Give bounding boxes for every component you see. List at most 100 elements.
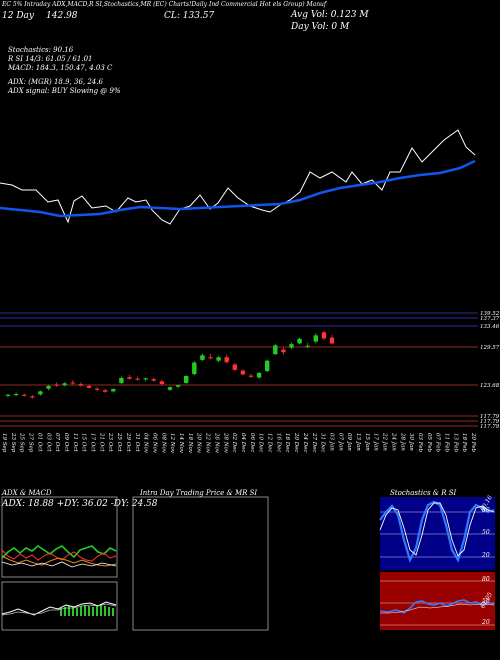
candle-body bbox=[256, 372, 262, 378]
candle-body bbox=[208, 357, 213, 359]
stochastics-panel-title: Stochastics & R SI bbox=[390, 489, 457, 497]
mr-panel-title: Intra Day Trading Price & MR SI bbox=[140, 489, 258, 497]
x-axis-label: 20 Dec bbox=[293, 432, 299, 453]
x-axis-label: 02 Dec bbox=[231, 433, 237, 453]
rsi-readout: R SI 14/3: 61.05 / 61.01 bbox=[8, 55, 93, 63]
x-axis-label: 22 Nov bbox=[205, 432, 211, 454]
price-level-label: 133.46 bbox=[480, 324, 500, 330]
rsi-line bbox=[379, 599, 495, 614]
rsi-level-50: 50 bbox=[482, 598, 490, 605]
x-axis-label: 17 Jan bbox=[373, 433, 379, 451]
x-axis-label: 08 Nov bbox=[160, 433, 166, 454]
x-axis-label: 03 Jan bbox=[328, 433, 334, 451]
day-volume-label: Day Vol: 0 M bbox=[291, 22, 350, 32]
x-axis-label: 26 Nov bbox=[213, 432, 219, 454]
candle-body bbox=[127, 377, 132, 379]
candle-body bbox=[329, 337, 335, 344]
x-axis-label: 24 Jan bbox=[390, 432, 396, 451]
rsi-value-label: 61.05 bbox=[479, 591, 494, 610]
x-axis-label: 21 Oct bbox=[98, 432, 104, 452]
price-level-label: 117.79 bbox=[480, 419, 500, 425]
x-axis-label: 15 Jan bbox=[364, 433, 370, 451]
candle-body bbox=[313, 335, 318, 342]
candle-body bbox=[151, 379, 156, 381]
candle-body bbox=[70, 382, 75, 384]
candle-body bbox=[103, 390, 108, 392]
x-axis-label: 05 Feb bbox=[426, 433, 432, 453]
candle-body bbox=[184, 376, 189, 383]
x-axis-label: 09 Oct bbox=[63, 433, 69, 452]
adx-panel bbox=[1, 496, 118, 578]
candle-body bbox=[273, 345, 278, 355]
price-level-label: 123.68 bbox=[480, 383, 500, 389]
stoch-level-50: 50 bbox=[482, 529, 490, 536]
x-axis-label: 09 Jan bbox=[346, 433, 352, 451]
x-axis-label: 20 Feb bbox=[470, 432, 476, 453]
x-axis-label: 12 Dec bbox=[267, 433, 273, 453]
candle-body bbox=[289, 344, 294, 348]
candle-body bbox=[62, 383, 67, 386]
candle-body bbox=[232, 364, 237, 370]
candle-body bbox=[159, 381, 165, 385]
price-chart: 139.52137.37133.46129.57123.68117.79117.… bbox=[0, 129, 500, 454]
candle-body bbox=[38, 391, 43, 395]
x-axis-label: 19 Sep bbox=[1, 433, 7, 453]
adx-minus-line bbox=[1, 549, 117, 562]
stoch-level-80: 80 bbox=[482, 507, 490, 514]
macd-line bbox=[1, 601, 117, 616]
candle-body bbox=[297, 338, 302, 344]
chart-header-title: EC 5% Intraday ADX,MACD,R SI,Stochastics… bbox=[2, 1, 327, 8]
x-axis-label: 17 Oct bbox=[90, 433, 96, 452]
adx-panel-values: ADX: 18.88 +DY: 36.02 -DY: 24.58 bbox=[2, 499, 158, 509]
adx-readout: ADX: (MGR) 18.9, 36, 24.6 bbox=[8, 78, 103, 86]
adx-panel-title: ADX & MACD bbox=[2, 489, 52, 497]
candle-body bbox=[281, 349, 286, 353]
candle-body bbox=[13, 394, 19, 396]
x-axis-label: 22 Jan bbox=[382, 432, 388, 451]
macd-signal-line bbox=[1, 603, 117, 616]
x-axis-label: 11 Oct bbox=[72, 433, 78, 452]
x-axis-label: 04 Dec bbox=[240, 433, 246, 453]
candle-body bbox=[46, 385, 51, 389]
candle-body bbox=[119, 377, 124, 383]
x-axis-label: 03 Feb bbox=[417, 433, 423, 453]
x-axis-label: 23 Oct bbox=[107, 432, 113, 452]
x-axis-label: 24 Dec bbox=[302, 432, 308, 453]
adx-signal-readout: ADX signal: BUY Slowing @ 9% bbox=[8, 87, 121, 95]
candle-body bbox=[321, 332, 327, 339]
candle-body bbox=[86, 385, 92, 388]
stochastics-k-line bbox=[379, 500, 495, 563]
x-axis-label: 13 Jan bbox=[355, 433, 361, 451]
x-axis-label: 11 Feb bbox=[444, 433, 450, 453]
x-axis-label: 06 Nov bbox=[151, 433, 157, 454]
x-axis-label: 03 Oct bbox=[45, 433, 51, 452]
candle-body bbox=[54, 384, 59, 386]
x-axis-label: 04 Nov bbox=[143, 433, 149, 454]
x-axis-label: 07 Oct bbox=[54, 433, 60, 452]
stochastics-d-line bbox=[379, 502, 495, 557]
stochastics-panel bbox=[380, 497, 495, 570]
x-axis-label: 16 Dec bbox=[275, 433, 281, 453]
x-axis-label: 29 Oct bbox=[125, 432, 131, 452]
candle-body bbox=[224, 357, 229, 363]
x-axis-label: 31 Oct bbox=[134, 433, 140, 452]
adx-white-line bbox=[1, 561, 117, 568]
x-axis-label: 01 Oct bbox=[36, 433, 42, 452]
x-axis-label: 15 Oct bbox=[81, 433, 87, 452]
candle-body bbox=[175, 385, 181, 387]
stochastics-readout: Stochastics: 90.16 bbox=[8, 46, 74, 54]
x-axis-label: 18 Nov bbox=[187, 433, 193, 454]
x-axis-label: 07 Jan bbox=[337, 433, 343, 451]
x-axis-label: 20 Nov bbox=[196, 432, 202, 454]
x-axis-label: 18 Dec bbox=[284, 433, 290, 453]
x-axis-label: 06 Dec bbox=[249, 433, 255, 453]
candle-body bbox=[111, 389, 116, 392]
macd-readout: MACD: 184.3, 150.47, 4.03 C bbox=[8, 64, 113, 72]
price-level-label: 139.52 bbox=[480, 311, 500, 317]
candle-body bbox=[248, 375, 254, 377]
candle-body bbox=[305, 345, 310, 347]
x-axis-label: 25 Sep bbox=[19, 432, 25, 453]
x-axis-label: 18 Feb bbox=[461, 433, 467, 453]
close-price-label: CL: 133.57 bbox=[164, 11, 215, 21]
price-level-label: 137.37 bbox=[480, 316, 500, 322]
